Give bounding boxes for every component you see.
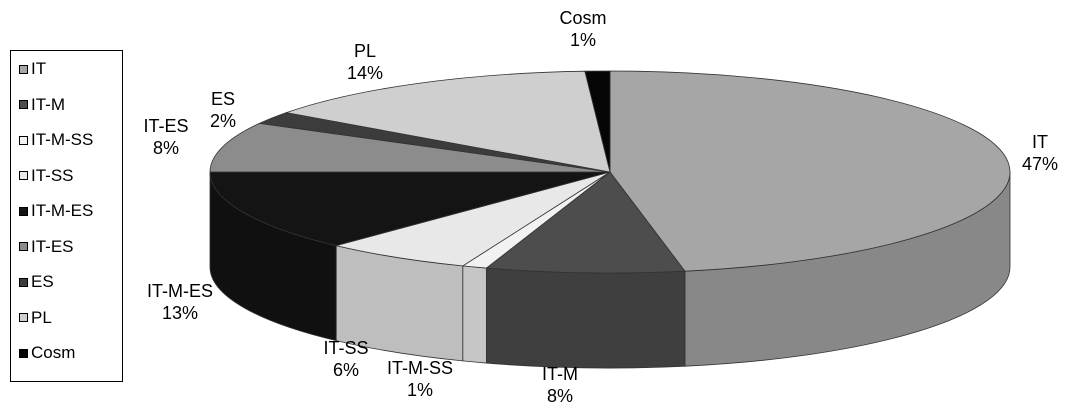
data-label-name: IT-ES	[143, 116, 188, 136]
legend-swatch	[19, 136, 28, 145]
legend-label: Cosm	[31, 343, 75, 363]
legend-label: IT	[31, 59, 46, 79]
legend-item-it-ss: IT-SS	[19, 166, 74, 186]
legend-item-cosm: Cosm	[19, 343, 75, 363]
legend-item-es: ES	[19, 272, 54, 292]
data-label-name: Cosm	[559, 8, 606, 28]
data-label-percent: 1%	[570, 30, 596, 50]
legend-swatch	[19, 65, 28, 74]
legend-item-it-m: IT-M	[19, 95, 65, 115]
data-label-percent: 6%	[333, 360, 359, 380]
data-label-percent: 47%	[1022, 154, 1058, 174]
data-label-percent: 8%	[547, 386, 573, 406]
legend-swatch	[19, 242, 28, 251]
legend-label: ES	[31, 272, 54, 292]
legend-swatch	[19, 349, 28, 358]
data-label-percent: 13%	[162, 303, 198, 323]
data-label-name: IT-M-SS	[387, 358, 453, 378]
pie-side-it-m	[486, 268, 685, 368]
legend-label: IT-SS	[31, 166, 74, 186]
data-label-name: IT-M	[542, 364, 578, 384]
legend-swatch	[19, 278, 28, 287]
legend-item-pl: PL	[19, 308, 52, 328]
data-label-percent: 2%	[210, 111, 236, 131]
pie-side-it-m-ss	[463, 266, 487, 363]
legend-item-it-m-ss: IT-M-SS	[19, 130, 93, 150]
legend-item-it-m-es: IT-M-ES	[19, 201, 93, 221]
data-label-name: IT-SS	[323, 338, 368, 358]
data-label-percent: 1%	[407, 380, 433, 400]
legend-label: IT-M-ES	[31, 201, 93, 221]
data-label-percent: 14%	[347, 63, 383, 83]
legend-swatch	[19, 171, 28, 180]
legend-item-it-es: IT-ES	[19, 237, 74, 257]
legend-item-it: IT	[19, 59, 46, 79]
legend-label: PL	[31, 308, 52, 328]
data-label-percent: 8%	[153, 138, 179, 158]
legend-swatch	[19, 207, 28, 216]
chart-legend: IT IT-M IT-M-SS IT-SS IT-M-ES IT-ES ES PL Cosm	[10, 50, 123, 382]
legend-label: IT-ES	[31, 237, 74, 257]
data-label-name: IT-M-ES	[147, 281, 213, 301]
legend-label: IT-M	[31, 95, 65, 115]
data-label-name: IT	[1032, 132, 1048, 152]
legend-label: IT-M-SS	[31, 130, 93, 150]
data-label-name: PL	[354, 41, 376, 61]
legend-swatch	[19, 313, 28, 322]
data-label-name: ES	[211, 89, 235, 109]
legend-swatch	[19, 100, 28, 109]
pie-top-faces	[210, 71, 1010, 273]
